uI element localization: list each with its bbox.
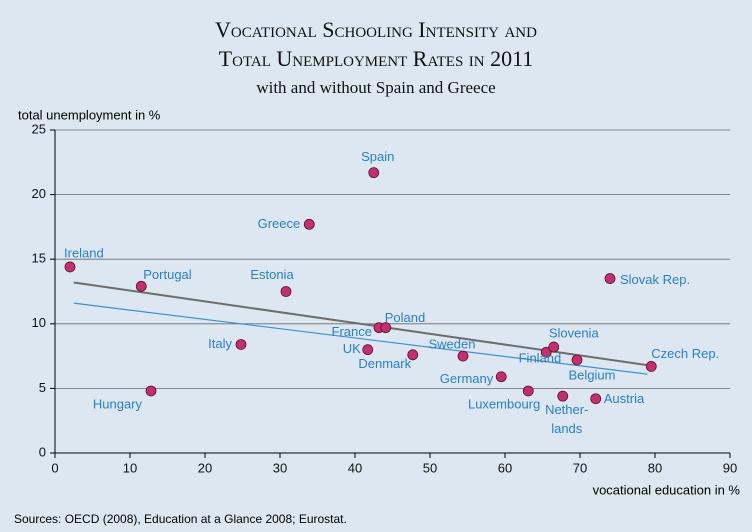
point-label: Czech Rep.	[651, 346, 719, 361]
point-label: Greece	[258, 216, 301, 231]
y-tick-label: 5	[39, 380, 46, 395]
point	[145, 385, 157, 397]
point-label: Sweden	[429, 337, 476, 352]
y-tick-label: 25	[32, 121, 46, 136]
x-tick-label: 20	[198, 460, 212, 475]
point	[495, 371, 507, 383]
point	[407, 349, 419, 361]
point	[64, 261, 76, 273]
x-axis-label: vocational education in %	[593, 482, 741, 497]
point-label: UK	[343, 341, 361, 356]
point-label: Nether-lands	[545, 403, 588, 437]
point	[645, 361, 657, 372]
point-label: Germany	[440, 371, 494, 386]
point-label: Spain	[361, 149, 394, 164]
point	[280, 286, 292, 297]
point	[604, 273, 616, 284]
point-label-line: lands	[551, 422, 583, 437]
point	[590, 393, 602, 405]
point-label-line: Nether-	[545, 403, 588, 418]
x-tick-label: 80	[648, 460, 662, 475]
chart-title: Vocational Schooling Intensity and	[215, 17, 537, 42]
chart-title: Total Unemployment Rates in 2011	[219, 46, 534, 71]
x-tick-label: 30	[273, 460, 287, 475]
point	[135, 280, 147, 292]
point	[235, 339, 247, 350]
point-label: Slovak Rep.	[620, 272, 690, 287]
point-label: Austria	[604, 391, 645, 406]
x-tick-label: 60	[498, 460, 512, 475]
point-label: Luxembourg	[468, 396, 540, 411]
y-tick-label: 0	[39, 444, 46, 459]
point	[557, 390, 569, 402]
trend-line	[73, 302, 648, 375]
chart-subtitle: with and without Spain and Greece	[256, 78, 495, 97]
point-label: Belgium	[569, 367, 616, 382]
point-label: Poland	[385, 310, 425, 325]
y-tick-label: 20	[32, 186, 46, 201]
point-label: Finland	[519, 351, 562, 366]
point-label: Denmark	[358, 356, 411, 371]
point	[457, 350, 469, 362]
x-tick-label: 10	[123, 460, 137, 475]
point	[362, 344, 374, 356]
point	[303, 218, 315, 230]
x-tick-label: 90	[723, 460, 737, 475]
x-tick-label: 40	[348, 460, 362, 475]
point-label: France	[332, 324, 372, 339]
y-tick-label: 15	[32, 251, 46, 266]
y-axis-label: total unemployment in %	[18, 107, 161, 122]
point-label: Hungary	[93, 396, 143, 411]
point-label: Estonia	[250, 267, 294, 282]
y-tick-label: 10	[32, 315, 46, 330]
x-tick-label: 0	[51, 460, 58, 475]
x-tick-label: 50	[423, 460, 437, 475]
point	[522, 385, 534, 397]
point-label: Portugal	[143, 267, 192, 282]
x-tick-label: 70	[573, 460, 587, 475]
point-label: Ireland	[64, 245, 104, 260]
point	[380, 322, 392, 334]
point	[540, 346, 552, 358]
source: Sources: OECD (2008), Education at a Gla…	[14, 512, 347, 526]
point-label: Slovenia	[549, 325, 600, 340]
point	[368, 167, 380, 179]
point	[548, 341, 560, 353]
point-label: Italy	[208, 336, 232, 351]
point	[571, 354, 583, 366]
